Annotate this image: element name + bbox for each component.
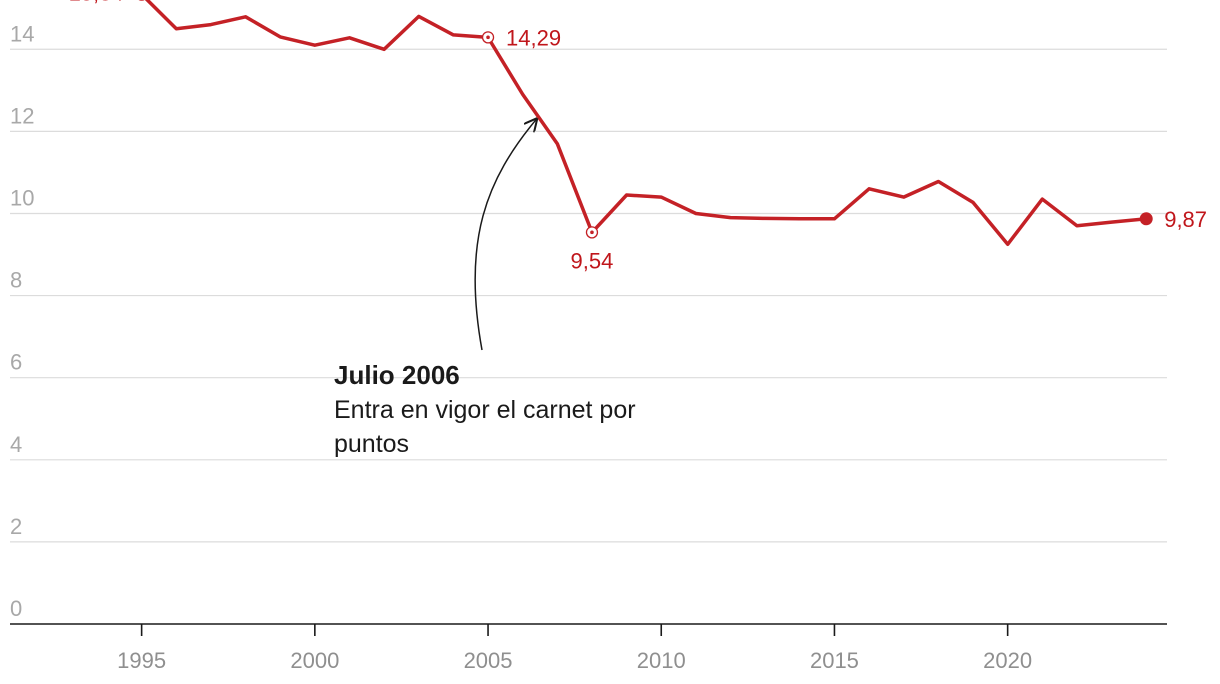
point-label-2: 9,54 — [571, 248, 614, 273]
annotation-line-0: Entra en vigor el carnet por — [334, 396, 636, 424]
x-axis-ticks: 1995 2000 2005 2010 2015 2020 — [117, 624, 1032, 673]
point-marker-3 — [1139, 212, 1153, 226]
point-label-1: 14,29 — [506, 25, 561, 50]
y-tick-label-12: 12 — [10, 103, 34, 128]
y-axis-ticks: 0 2 4 6 8 10 12 14 — [10, 21, 34, 621]
y-tick-label-14: 14 — [10, 21, 34, 46]
y-tick-label-8: 8 — [10, 268, 22, 293]
y-tick-label-10: 10 — [10, 185, 34, 210]
annotation-title: Julio 2006 — [334, 360, 460, 390]
point-marker-dot-1 — [486, 35, 490, 40]
x-tick-label-2015: 2015 — [810, 648, 859, 673]
point-markers — [138, 0, 1153, 239]
y-tick-label-6: 6 — [10, 350, 22, 375]
x-tick-label-2010: 2010 — [637, 648, 686, 673]
series-line — [144, 0, 1148, 247]
y-tick-label-4: 4 — [10, 432, 22, 457]
annotation: Julio 2006 Entra en vigor el carnet por pu… — [334, 119, 636, 458]
point-marker-0 — [138, 0, 145, 1]
point-labels: 15,34 14,29 9,54 9,87 — [69, 0, 1207, 273]
y-tick-label-0: 0 — [10, 596, 22, 621]
x-tick-label-2005: 2005 — [464, 648, 513, 673]
point-label-3: 9,87 — [1164, 207, 1207, 232]
point-marker-dot-2 — [590, 230, 594, 235]
x-tick-label-1995: 1995 — [117, 648, 166, 673]
y-tick-label-2: 2 — [10, 514, 22, 539]
x-tick-label-2020: 2020 — [983, 648, 1032, 673]
point-label-0: 15,34 — [69, 0, 124, 5]
annotation-line-1: puntos — [334, 430, 409, 458]
annotation-arrow — [474, 119, 537, 351]
x-tick-label-2000: 2000 — [290, 648, 339, 673]
gridlines — [10, 48, 1167, 543]
